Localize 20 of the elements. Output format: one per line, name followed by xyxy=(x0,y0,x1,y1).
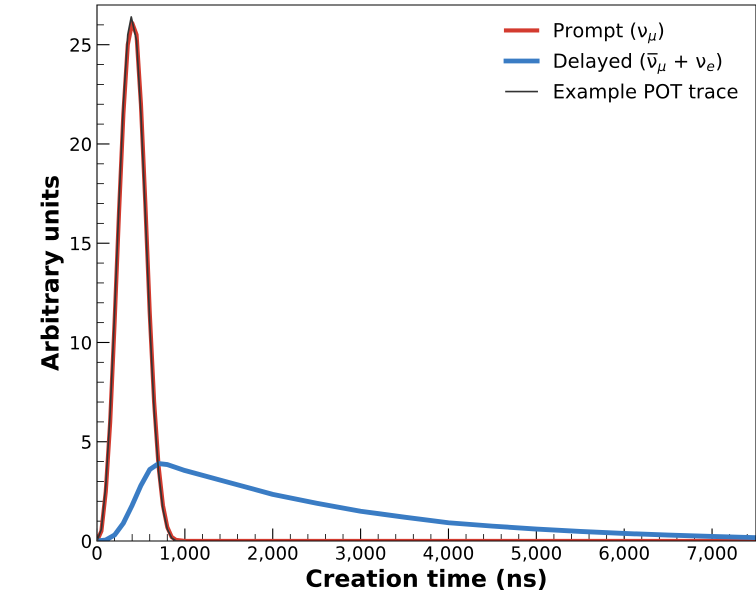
legend-label: Prompt (ν$_{μ}$) xyxy=(554,22,664,44)
y-axis-title: Arbitrary units xyxy=(40,176,64,371)
x-tick-label: 7,000 xyxy=(688,546,737,562)
y-tick-label: 25 xyxy=(70,38,91,52)
legend-label: Example POT trace xyxy=(554,84,738,102)
y-tick-label: 0 xyxy=(82,534,91,548)
x-tick-label: 6,000 xyxy=(600,546,649,562)
x-tick-label: 1,000 xyxy=(161,546,210,562)
legend-label: Delayed (ν̅$_{μ}$ + ν$_{e}$) xyxy=(554,53,722,74)
x-tick-label: 5,000 xyxy=(512,546,561,562)
x-axis-title: Creation time (ns) xyxy=(306,568,546,590)
x-tick-label: 0 xyxy=(92,546,102,560)
y-tick-label: 15 xyxy=(71,236,91,250)
x-tick-label: 4,000 xyxy=(424,546,474,562)
x-tick-label: 3,000 xyxy=(336,546,386,562)
x-tick-label: 2,000 xyxy=(248,546,298,562)
line-series xyxy=(97,16,186,541)
y-tick-label: 10 xyxy=(71,336,91,350)
y-tick-label: 20 xyxy=(70,137,91,152)
y-tick-label: 5 xyxy=(82,435,91,449)
